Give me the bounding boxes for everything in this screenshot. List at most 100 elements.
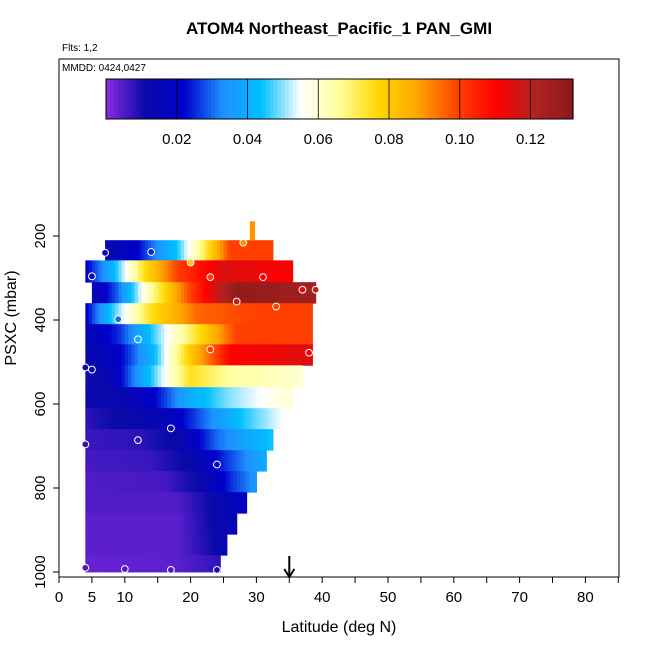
heatmap-cell: [239, 303, 244, 325]
heatmap-cell: [226, 450, 231, 472]
heatmap-cell: [282, 387, 287, 409]
heatmap-cell: [207, 408, 211, 430]
heatmap-cell: [190, 534, 195, 556]
heatmap-cell: [213, 303, 218, 325]
observation-point: [206, 273, 215, 282]
colorbar-cell: [495, 79, 500, 119]
heatmap-cell: [167, 365, 172, 388]
heatmap-cell: [88, 303, 93, 325]
heatmap-cell: [121, 429, 126, 451]
colorbar-cell: [187, 79, 193, 119]
heatmap-cell: [239, 365, 244, 388]
heatmap-cell: [200, 534, 205, 556]
heatmap-cell: [121, 260, 126, 283]
colorbar-cell: [281, 79, 286, 119]
heatmap-cell: [95, 344, 100, 366]
heatmap-cell: [253, 344, 257, 366]
heatmap-cell: [197, 282, 202, 304]
observation-point: [298, 285, 307, 294]
heatmap-cell: [243, 303, 248, 325]
observation-points: [81, 238, 320, 574]
heatmap-cell: [154, 555, 159, 573]
heatmap-cell: [249, 471, 254, 493]
heatmap-cell: [174, 534, 179, 556]
latitude-marker: [283, 556, 296, 579]
heatmap-cell: [246, 365, 251, 388]
heatmap-cell: [108, 450, 113, 472]
y-axis: 200 400 600 800 1000: [32, 223, 59, 589]
heatmap-cell: [289, 324, 294, 345]
heatmap-cell: [230, 282, 234, 304]
heatmap-cell: [213, 534, 218, 556]
heatmap-cell: [137, 534, 142, 556]
heatmap-cell: [118, 324, 123, 345]
heatmap-cell: [101, 450, 106, 472]
heatmap-cell: [210, 429, 215, 451]
heatmap-cell: [213, 282, 218, 304]
heatmap-cell: [131, 408, 136, 430]
heatmap-cell: [289, 344, 294, 366]
heatmap-cell: [114, 471, 119, 493]
colorbar-cell: [479, 79, 485, 119]
heatmap-cell: [111, 408, 116, 430]
heatmap-cell: [207, 555, 211, 573]
colorbar-cell: [401, 79, 407, 119]
heatmap-cell: [239, 260, 244, 283]
heatmap-cell: [177, 471, 182, 493]
colorbar-cell: [456, 79, 461, 119]
heatmap-cell: [207, 303, 211, 325]
x-tick-label: 20: [182, 589, 199, 606]
heatmap-cell: [180, 240, 185, 261]
heatmap-cell: [253, 324, 257, 345]
heatmap-cell: [141, 492, 146, 514]
heatmap-cell: [223, 260, 228, 283]
heatmap-cell: [160, 260, 165, 283]
heatmap-cell: [190, 282, 195, 304]
heatmap-cell: [98, 450, 103, 472]
heatmap-cell: [210, 282, 215, 304]
colorbar-cell: [483, 79, 488, 119]
heatmap-cell: [230, 324, 234, 345]
heatmap-cell: [187, 260, 192, 283]
heatmap-cell: [164, 534, 169, 556]
heatmap-cell: [269, 260, 274, 283]
heatmap-cell: [88, 324, 93, 345]
heatmap-cell: [197, 344, 202, 366]
heatmap-cell: [144, 513, 149, 535]
heatmap-cell: [121, 492, 126, 514]
heatmap-cell: [200, 555, 205, 573]
heatmap-cell: [295, 303, 300, 325]
heatmap-cell: [85, 492, 90, 514]
heatmap-cell: [233, 492, 238, 514]
heatmap-cell: [213, 492, 218, 514]
heatmap-cell: [118, 450, 123, 472]
heatmap-cell: [200, 365, 205, 388]
heatmap-cell: [180, 324, 185, 345]
heatmap-cell: [151, 450, 156, 472]
heatmap-cell: [213, 387, 218, 409]
heatmap-cell: [134, 450, 139, 472]
observation-point: [81, 363, 90, 372]
heatmap-cell: [230, 240, 234, 261]
heatmap-cell: [98, 282, 103, 304]
heatmap-cell: [184, 513, 188, 535]
heatmap-cell: [174, 303, 179, 325]
heatmap-cell: [101, 534, 106, 556]
heatmap-cell: [262, 282, 267, 304]
heatmap-cell: [137, 513, 142, 535]
colorbar-cell: [491, 79, 496, 119]
heatmap-cell: [236, 408, 241, 430]
heatmap-cell: [197, 429, 202, 451]
heatmap-cell: [128, 344, 132, 366]
heatmap-cell: [144, 303, 149, 325]
heatmap-cell: [282, 303, 287, 325]
heatmap-cell: [203, 471, 208, 493]
colorbar-cell: [475, 79, 481, 119]
heatmap-cell: [167, 450, 172, 472]
heatmap-cell: [292, 344, 297, 366]
heatmap-cell: [184, 492, 188, 514]
heatmap-cell: [200, 344, 205, 366]
heatmap-cell: [131, 513, 136, 535]
heatmap-cell: [167, 303, 172, 325]
colorbar-cell: [522, 79, 527, 119]
